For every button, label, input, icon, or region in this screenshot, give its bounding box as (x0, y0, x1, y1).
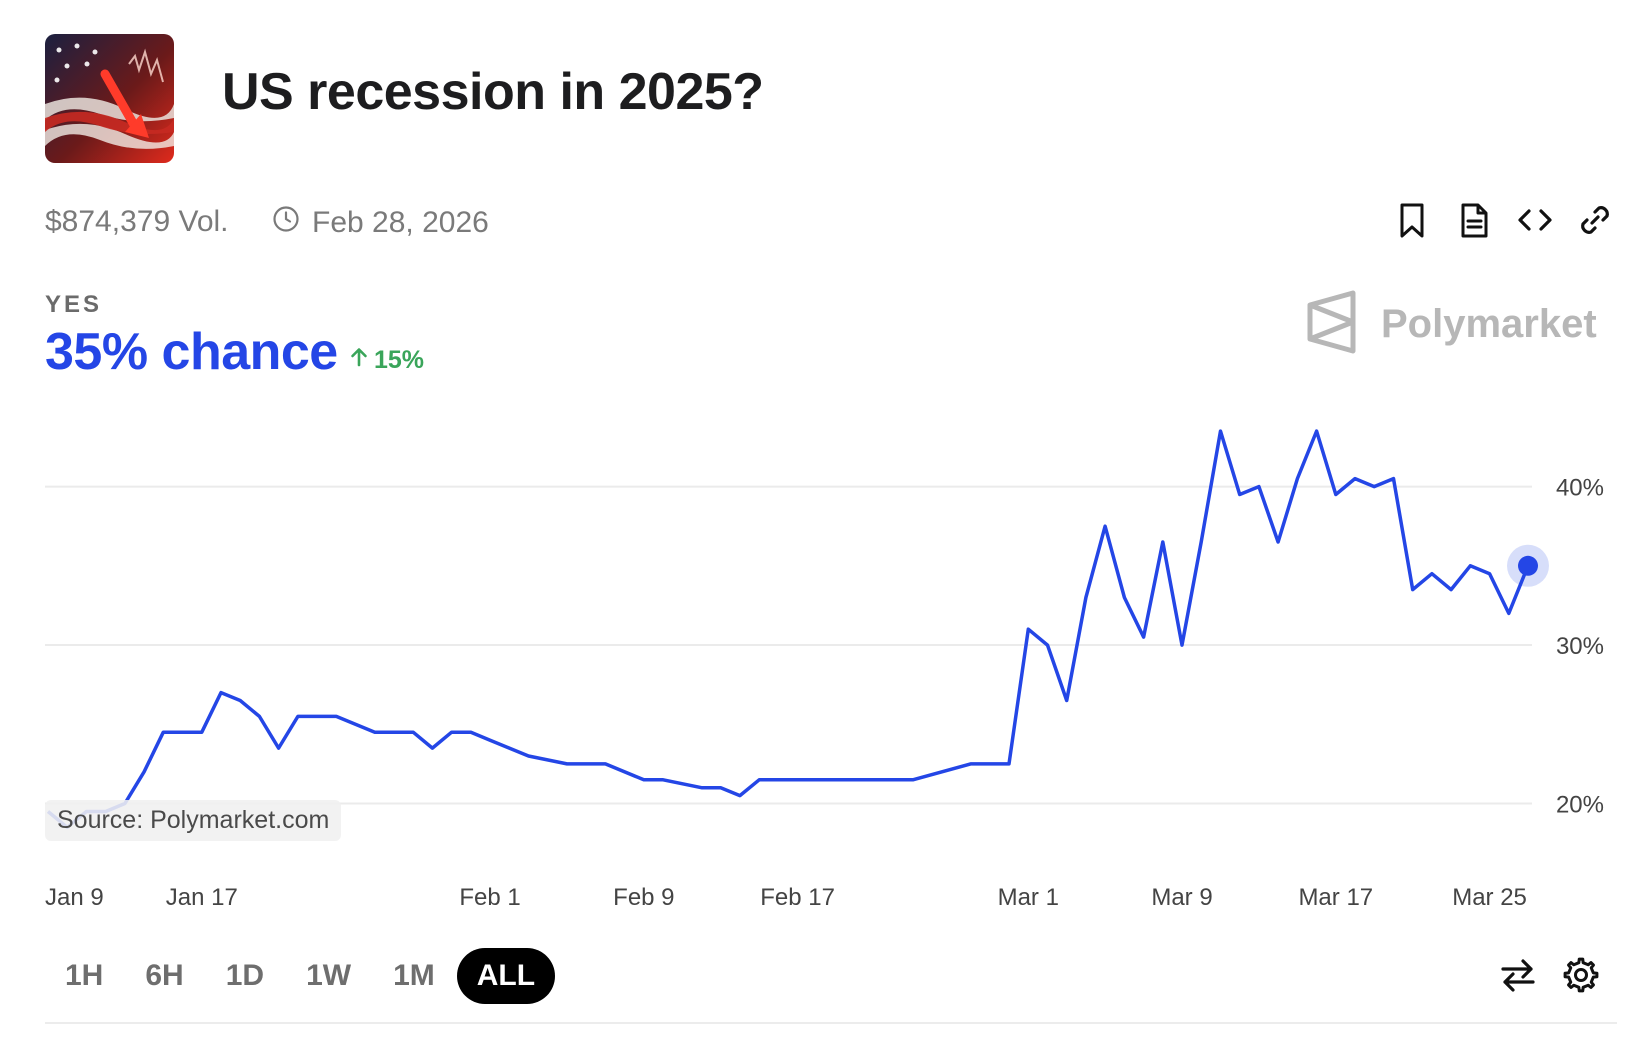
clock-icon (272, 205, 300, 241)
x-tick-label: Feb 17 (760, 884, 835, 911)
source-label: Source: Polymarket.com (45, 800, 342, 841)
x-tick-label: Mar 17 (1298, 884, 1373, 911)
x-tick-label: Mar 9 (1151, 884, 1212, 911)
divider (45, 1022, 1617, 1024)
timeframe-tab-1h[interactable]: 1H (65, 959, 104, 992)
x-tick-label: Mar 1 (998, 884, 1059, 911)
timeframe-tab-6h[interactable]: 6H (145, 959, 184, 992)
outcome-label: YES (45, 291, 103, 318)
arrow-up-icon (348, 346, 370, 375)
timeframe-tabs: 1H 6H 1D 1W 1M ALL (45, 948, 557, 1004)
polymarket-logo-icon (1305, 290, 1359, 359)
y-tick-label: 20% (1556, 792, 1604, 819)
volume-text: $874,379 Vol. (45, 205, 229, 238)
end-date: Feb 28, 2026 (272, 205, 489, 241)
swap-icon[interactable] (1498, 955, 1538, 995)
settings-icon[interactable] (1561, 955, 1601, 995)
market-title: US recession in 2025? (222, 63, 764, 121)
price-chart[interactable]: 20% 30% 40% Jan 9 Jan 17 Feb 1 Feb 9 Feb 17 Mar… (0, 0, 1652, 920)
y-tick-label: 30% (1556, 633, 1604, 660)
x-tick-label: Jan 17 (166, 884, 238, 911)
series-line (46, 429, 1530, 830)
chance-value: 35% chance (45, 323, 338, 381)
brand-name: Polymarket (1381, 302, 1597, 346)
end-date-label: Feb 28, 2026 (312, 206, 489, 239)
timeframe-tab-1w[interactable]: 1W (306, 959, 352, 992)
brand-watermark: Polymarket (1305, 290, 1597, 359)
market-thumbnail (45, 34, 174, 163)
last-point-marker[interactable] (1518, 555, 1538, 576)
timeframe-tab-1m[interactable]: 1M (393, 959, 435, 992)
x-tick-label: Mar 25 (1452, 884, 1527, 911)
change-value: 15% (374, 346, 425, 374)
x-tick-label: Feb 1 (459, 884, 520, 911)
x-tick-label: Jan 9 (45, 884, 104, 911)
embed-code-icon[interactable] (1515, 200, 1555, 240)
bookmark-icon[interactable] (1392, 200, 1432, 240)
change-badge: 15% (348, 346, 424, 375)
y-tick-label: 40% (1556, 475, 1604, 502)
timeframe-tab-1d[interactable]: 1D (225, 959, 265, 992)
document-icon[interactable] (1454, 200, 1494, 240)
link-icon[interactable] (1575, 200, 1615, 240)
timeframe-tab-all[interactable]: ALL (456, 948, 556, 1004)
x-tick-label: Feb 9 (613, 884, 674, 911)
